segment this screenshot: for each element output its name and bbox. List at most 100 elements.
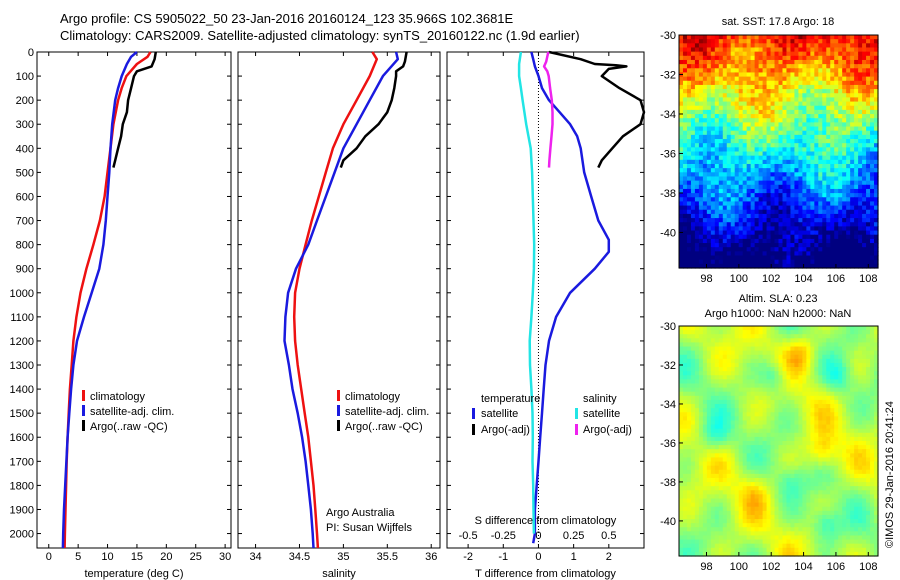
- map-cell: [702, 469, 708, 475]
- map-cell: [734, 371, 740, 376]
- map-cell: [806, 395, 811, 401]
- map-cell: [846, 35, 851, 40]
- map-cell: [682, 428, 688, 434]
- map-cell: [854, 330, 859, 335]
- map-cell: [850, 80, 855, 86]
- map-cell: [846, 251, 851, 257]
- map-cell: [726, 432, 732, 438]
- map-cell: [866, 47, 871, 53]
- map-cell: [806, 358, 811, 364]
- map-cell: [830, 358, 835, 364]
- map-cell: [682, 218, 688, 223]
- map-cell: [679, 251, 684, 257]
- map-cell: [858, 338, 863, 344]
- map-cell: [846, 428, 851, 434]
- map-cell: [714, 379, 720, 385]
- map-cell: [862, 330, 867, 335]
- map-cell: [726, 449, 732, 454]
- map-cell: [686, 47, 692, 53]
- map-cell: [679, 412, 684, 417]
- map-cell: [794, 163, 799, 169]
- map-cell: [778, 172, 784, 178]
- map-cell: [806, 453, 811, 459]
- map-cell: [850, 354, 855, 360]
- map-cell: [758, 234, 764, 240]
- map-cell: [842, 84, 847, 90]
- map-cell: [710, 172, 716, 178]
- map-cell: [730, 139, 736, 144]
- map-cell: [794, 412, 799, 417]
- map-cell: [726, 197, 732, 203]
- map-cell: [782, 122, 788, 128]
- map-cell: [746, 35, 752, 40]
- map-cell: [814, 89, 819, 94]
- map-cell: [722, 330, 728, 335]
- map-cell: [734, 39, 740, 44]
- map-cell: [682, 89, 688, 94]
- map-cell: [754, 412, 760, 417]
- map-cell: [870, 326, 875, 331]
- map-cell: [679, 47, 684, 53]
- map-cell: [826, 188, 831, 194]
- map-cell: [762, 180, 768, 186]
- map-cell: [822, 371, 827, 376]
- map-cell: [842, 461, 847, 467]
- map-cell: [750, 197, 756, 203]
- map-cell: [774, 453, 780, 459]
- map-cell: [690, 147, 696, 153]
- map-cell: [870, 367, 875, 372]
- map-cell: [679, 176, 684, 182]
- map-cell: [754, 176, 760, 182]
- map-cell: [866, 330, 871, 335]
- map-cell: [814, 101, 819, 107]
- map-cell: [750, 155, 756, 161]
- map-cell: [742, 134, 748, 140]
- map-cell: [702, 461, 708, 467]
- map-cell: [730, 168, 736, 173]
- map-cell: [722, 122, 728, 128]
- map-cell: [774, 151, 780, 157]
- map-cell: [698, 387, 704, 393]
- map-cell: [822, 105, 827, 111]
- map-cell: [750, 134, 756, 140]
- map-cell: [738, 205, 744, 211]
- map-cell: [806, 367, 811, 372]
- map-cell: [854, 197, 859, 203]
- map-cell: [838, 441, 843, 446]
- map-cell: [690, 416, 696, 422]
- map-cell: [814, 126, 819, 132]
- map-cell: [818, 367, 823, 372]
- map-cell: [834, 247, 839, 252]
- map-cell: [774, 97, 780, 103]
- map-cell: [826, 213, 831, 219]
- map-cell: [738, 259, 744, 265]
- map-cell: [730, 350, 736, 356]
- map-cell: [842, 350, 847, 356]
- map-cell: [798, 205, 803, 211]
- map-cell: [826, 243, 831, 248]
- map-cell: [698, 184, 704, 190]
- map-cell: [774, 122, 780, 128]
- map-cell: [834, 469, 839, 475]
- map-cell: [802, 387, 807, 393]
- map-cell: [714, 482, 720, 487]
- map-cell: [838, 259, 843, 265]
- map-cell: [718, 76, 724, 82]
- map-cell: [790, 424, 796, 430]
- map-cell: [858, 387, 863, 393]
- map-cell: [686, 184, 692, 190]
- map-cell: [778, 461, 784, 467]
- map-cell: [814, 193, 819, 198]
- map-cell: [706, 465, 712, 471]
- map-cell: [702, 126, 708, 132]
- map-cell: [790, 441, 796, 446]
- map-cell: [762, 80, 768, 86]
- map-cell: [686, 101, 692, 107]
- map-cell: [679, 205, 684, 211]
- map-cell: [750, 395, 756, 401]
- map-cell: [866, 114, 871, 119]
- map-cell: [730, 453, 736, 459]
- map-cell: [870, 379, 875, 385]
- map-cell: [702, 209, 708, 215]
- map-cell: [714, 428, 720, 434]
